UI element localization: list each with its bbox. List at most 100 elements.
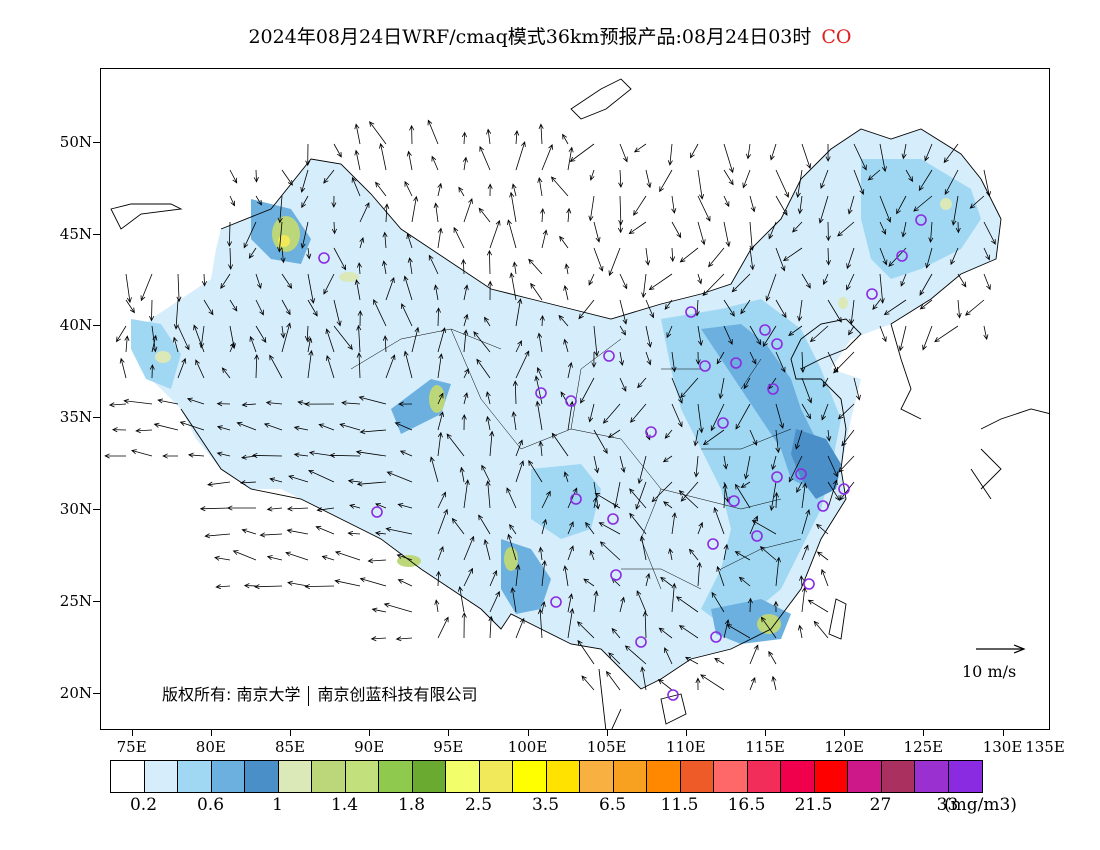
wind-arrow xyxy=(924,143,933,162)
title-main: 2024年08月24日WRF/cmaq模式36km预报产品:08月24日03时 xyxy=(248,26,812,48)
station-marker xyxy=(759,324,771,336)
wind-arrow xyxy=(306,247,312,260)
colorbar-tick-label: 16.5 xyxy=(727,795,766,815)
wind-arrow xyxy=(749,325,762,346)
wind-arrow xyxy=(580,377,595,404)
wind-arrow xyxy=(749,644,759,665)
wind-arrow xyxy=(666,325,673,339)
wind-arrow xyxy=(463,567,473,587)
wind-arrow xyxy=(943,143,959,164)
wind-arrow xyxy=(769,143,777,161)
wind-arrow xyxy=(950,247,959,266)
wind-arrow xyxy=(385,277,395,301)
wind-arrow xyxy=(269,354,283,379)
wind-arrow xyxy=(540,207,546,223)
colorbar-cell-1 xyxy=(144,761,178,792)
wind-arrow xyxy=(664,299,673,310)
wind-arrow xyxy=(593,247,604,272)
wind-arrow xyxy=(489,590,500,613)
wind-arrow xyxy=(740,299,751,315)
wind-arrow xyxy=(186,397,205,405)
wind-arrow xyxy=(567,487,578,509)
wind-arrow xyxy=(697,403,704,434)
wind-arrow xyxy=(116,325,127,343)
wind-arrow xyxy=(697,521,704,535)
wind-arrow xyxy=(619,596,626,613)
wind-arrow xyxy=(358,395,387,405)
lat-tick xyxy=(93,417,100,419)
wind-arrow xyxy=(401,303,413,327)
wind-arrow xyxy=(538,123,544,145)
station-marker xyxy=(838,483,850,495)
station-marker xyxy=(795,468,807,480)
wind-arrow xyxy=(956,299,962,319)
wind-arrow xyxy=(749,676,756,691)
wind-arrow xyxy=(618,169,624,189)
wind-arrow xyxy=(775,247,786,272)
wind-arrow xyxy=(838,455,855,473)
wind-arrow xyxy=(697,195,711,222)
wind-arrow xyxy=(879,143,887,173)
wind-arrow xyxy=(511,183,517,197)
station-marker xyxy=(730,357,742,369)
wind-arrow xyxy=(566,207,572,223)
wind-arrow xyxy=(788,325,803,336)
wind-arrow xyxy=(229,341,235,353)
wind-arrow xyxy=(485,480,491,509)
shade-yangtze-delta xyxy=(791,429,841,499)
wind-arrow xyxy=(671,582,677,613)
wind-arrow xyxy=(285,551,309,561)
wind-arrow xyxy=(334,579,361,587)
wind-arrow xyxy=(325,355,335,379)
wind-arrow xyxy=(307,337,313,353)
wind-arrow xyxy=(846,273,855,291)
wind-arrow xyxy=(775,299,787,319)
wind-arrow xyxy=(896,195,907,215)
taiwan-coast xyxy=(828,598,847,640)
colorbar-cell-17 xyxy=(680,761,714,792)
wind-arrow xyxy=(301,195,309,209)
wind-arrow xyxy=(463,392,469,405)
wind-arrow xyxy=(688,548,699,561)
wind-arrow xyxy=(281,322,292,353)
wind-arrow xyxy=(514,129,520,145)
wind-arrow xyxy=(515,439,523,457)
wind-arrow xyxy=(743,455,751,480)
wind-arrow xyxy=(577,639,595,665)
wind-arrow xyxy=(671,403,683,428)
wind-arrow xyxy=(162,453,178,459)
wind-arrow xyxy=(463,535,475,561)
wind-arrow xyxy=(816,523,829,535)
wind-arrow xyxy=(356,352,362,379)
wind-arrow xyxy=(567,545,574,561)
wind-arrow xyxy=(341,400,361,406)
wind-arrow xyxy=(254,353,260,379)
wind-arrow xyxy=(588,195,595,222)
wind-arrow xyxy=(437,508,448,535)
northwest-lake xyxy=(110,203,183,230)
station-marker xyxy=(699,360,711,372)
wind-arrow xyxy=(356,324,362,353)
wind-arrow xyxy=(347,530,361,536)
station-marker xyxy=(803,578,815,590)
wind-arrow xyxy=(541,518,548,535)
wind-arrow xyxy=(509,272,517,301)
wind-arrow xyxy=(671,221,682,239)
wind-arrow xyxy=(179,421,205,431)
china-southwest-border xyxy=(180,408,662,690)
wind-arrow xyxy=(355,449,387,457)
wind-arrow xyxy=(370,636,387,642)
wind-arrow xyxy=(771,675,777,691)
wind-arrow xyxy=(853,377,861,401)
wind-arrow xyxy=(437,431,443,457)
wind-arrow xyxy=(281,299,291,316)
wind-arrow xyxy=(576,621,595,639)
wind-arrow xyxy=(329,452,361,458)
wind-arrow xyxy=(825,143,831,162)
wind-arrow xyxy=(253,169,259,183)
wind-arrow xyxy=(374,530,387,536)
wind-arrow xyxy=(339,423,361,431)
wind-arrow xyxy=(239,480,257,486)
wind-arrow xyxy=(395,636,413,642)
wind-arrow xyxy=(248,247,257,259)
